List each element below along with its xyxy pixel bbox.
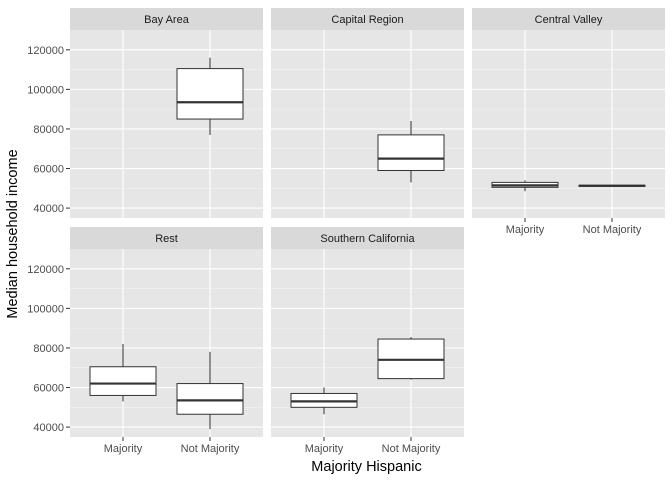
y-tick-label: 60000 — [33, 383, 64, 395]
boxplot-not-majority — [176, 57, 244, 135]
panel-capital-region: Capital Region — [271, 8, 464, 218]
y-tick-label: 40000 — [33, 422, 64, 434]
x-tick-label: Not Majority — [181, 443, 240, 455]
box-iqr — [377, 134, 445, 172]
y-tick-label: 80000 — [33, 343, 64, 355]
boxplot-not-majority — [176, 351, 244, 430]
x-tick-label: Majority — [104, 443, 143, 455]
x-tick-label: Not Majority — [583, 224, 642, 236]
box-iqr — [176, 68, 244, 120]
y-tick-label: 100000 — [27, 303, 64, 315]
strip-label: Southern California — [320, 233, 415, 245]
box-iqr — [89, 366, 157, 396]
panel-background — [271, 30, 464, 218]
x-axis-title: Majority Hispanic — [311, 459, 421, 475]
panels-layer: Bay Area 40000 60000 80000 100000 120000 Capit… — [27, 8, 665, 455]
strip-label: Capital Region — [331, 14, 403, 26]
strip-label: Bay Area — [144, 14, 190, 26]
panel-background — [70, 30, 263, 218]
strip-label: Rest — [155, 233, 178, 245]
strip-label: Central Valley — [535, 14, 603, 26]
boxplot-majority — [290, 387, 358, 415]
boxplot-not-majority — [377, 337, 445, 380]
panel-central-valley: Central Valley Majority Not Majority — [472, 8, 665, 236]
strip-background — [271, 8, 464, 30]
panel-southern-california: Southern California Majority Not Majority — [271, 227, 464, 455]
x-tick-label: Majority — [305, 443, 344, 455]
y-tick-label: 80000 — [33, 124, 64, 136]
boxplot-not-majority — [578, 184, 646, 187]
y-axis-title: Median household income — [5, 149, 21, 318]
x-tick-label: Not Majority — [382, 443, 441, 455]
strip-background — [271, 227, 464, 249]
box-iqr — [176, 383, 244, 415]
panel-rest: Rest 40000 60000 80000 100000 120000 Majority N… — [27, 227, 263, 455]
y-tick-label: 120000 — [27, 264, 64, 276]
x-tick-label: Majority — [506, 224, 545, 236]
boxplot-majority — [491, 180, 559, 192]
strip-background — [70, 227, 263, 249]
boxplot-not-majority — [377, 121, 445, 183]
y-tick-label: 100000 — [27, 84, 64, 96]
y-tick-label: 60000 — [33, 164, 64, 176]
y-tick-label: 40000 — [33, 203, 64, 215]
boxplot-majority — [89, 343, 157, 402]
strip-background — [472, 8, 665, 30]
panel-background — [472, 30, 665, 218]
panel-bay-area: Bay Area 40000 60000 80000 100000 120000 — [27, 8, 263, 218]
strip-background — [70, 8, 263, 30]
y-tick-label: 120000 — [27, 45, 64, 57]
